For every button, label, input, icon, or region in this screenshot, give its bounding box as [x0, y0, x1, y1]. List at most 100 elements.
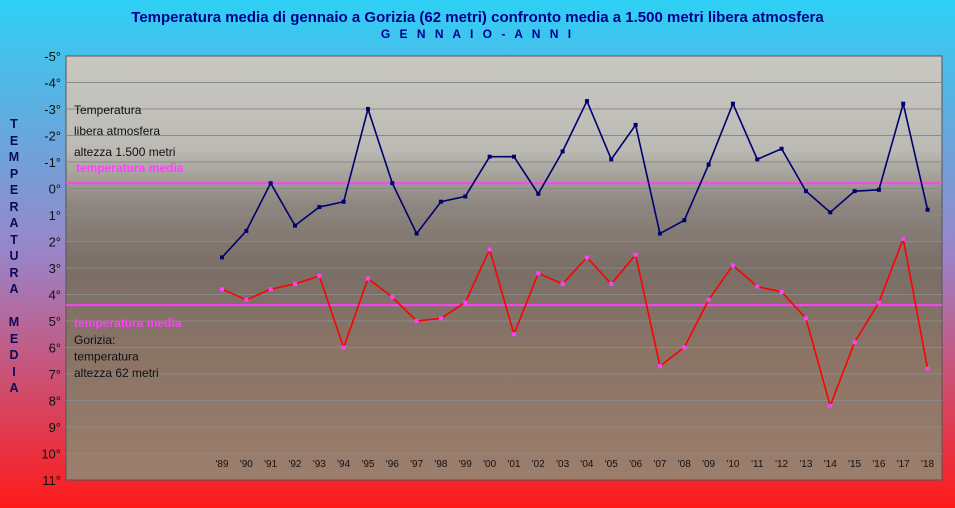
y-tick-label: -3° [44, 102, 61, 117]
data-point-lower [268, 287, 273, 292]
x-tick-label: '18 [921, 459, 934, 470]
data-point-upper [901, 101, 906, 106]
data-point-upper [463, 194, 468, 199]
data-point-upper [414, 231, 419, 236]
x-tick-label: '10 [726, 459, 739, 470]
data-point-upper [682, 218, 687, 223]
data-point-upper [220, 255, 224, 260]
y-tick-label: 4° [49, 288, 61, 303]
x-tick-label: '05 [605, 459, 618, 470]
y-tick-labels: -5° -4° -3° -2° -1° 0° 1° 2° 3° 4° 5° 6° 7° 8° 9° 10° 11… [41, 49, 61, 488]
x-tick-label: '92 [288, 459, 301, 470]
y-tick-label: 2° [49, 235, 61, 250]
upper-mean-label: temperatura media [76, 161, 184, 175]
y-axis-label-letter: E [9, 133, 19, 148]
y-tick-label: 0° [49, 182, 61, 197]
y-tick-label: 10° [41, 447, 61, 462]
upper-series-label: Temperatura [74, 103, 142, 117]
y-tick-label: 11° [42, 473, 61, 488]
y-axis-label-letter: M [8, 150, 20, 164]
x-tick-label: '99 [459, 459, 472, 470]
x-tick-label: '13 [799, 459, 812, 470]
series-line-lower [221, 235, 929, 409]
y-axis-label-letter [4, 298, 24, 315]
y-axis-label-letter: E [9, 331, 19, 346]
x-tick-labels: '89 '90 '91 '92 '93 '94 '95 '96 '97 '98 '99 '00 '01 '… [215, 459, 934, 470]
x-tick-label: '02 [532, 459, 545, 470]
lower-series-label: Gorizia: [74, 333, 115, 347]
data-point-lower [584, 255, 589, 260]
x-tick-label: '17 [897, 459, 910, 470]
lower-series-label: altezza 62 metri [74, 366, 159, 380]
data-point-lower [414, 319, 419, 323]
y-axis-label-letter: T [10, 232, 18, 247]
data-point-lower [755, 284, 760, 289]
data-point-upper [633, 122, 638, 127]
x-tick-label: '14 [824, 459, 837, 470]
y-tick-label: 8° [49, 394, 61, 409]
data-point-lower [220, 287, 224, 292]
data-point-upper [268, 181, 273, 186]
data-point-lower [511, 332, 516, 337]
data-point-lower [633, 252, 638, 257]
data-point-lower [657, 364, 662, 369]
data-point-lower [341, 345, 346, 350]
data-point-lower [925, 366, 930, 371]
y-axis-label-letter: R [9, 265, 19, 280]
data-point-upper [244, 228, 249, 233]
data-point-upper [779, 146, 784, 151]
y-axis-label-letter: E [9, 183, 19, 197]
data-point-upper [365, 107, 370, 111]
data-point-upper [487, 154, 492, 159]
y-axis-label-letter: I [12, 364, 16, 379]
x-tick-label: '15 [848, 459, 861, 470]
data-point-lower [682, 345, 687, 350]
y-tick-label: 6° [49, 341, 61, 356]
x-tick-label: '07 [653, 459, 666, 470]
grid-layer [66, 82, 942, 454]
x-tick-label: '93 [313, 459, 326, 470]
x-tick-label: '97 [410, 459, 423, 470]
x-tick-label: '01 [507, 459, 520, 470]
data-point-upper [292, 223, 297, 228]
data-point-lower [365, 276, 370, 281]
y-axis-label-letter: A [9, 381, 19, 395]
chart-title: Temperatura media di gennaio a Gorizia (… [131, 9, 824, 26]
mean-lines [66, 182, 942, 307]
y-tick-label: -5° [44, 49, 61, 64]
x-tick-label: '96 [386, 459, 399, 470]
y-tick-label: 5° [49, 314, 61, 329]
lower-mean-label: temperatura media [74, 316, 182, 330]
data-point-upper [341, 199, 346, 204]
y-tick-label: 9° [49, 420, 61, 435]
data-point-upper [706, 162, 711, 167]
data-point-upper [609, 157, 614, 162]
y-tick-label: 3° [49, 261, 61, 276]
data-point-upper [755, 157, 760, 162]
data-point-upper [925, 207, 930, 212]
data-point-upper [730, 101, 735, 106]
data-point-upper [852, 189, 857, 194]
upper-series-label: altezza 1.500 metri [74, 145, 175, 159]
data-point-lower [560, 281, 565, 286]
y-axis-label-letter: T [10, 117, 18, 131]
data-point-lower [438, 316, 443, 321]
x-tick-label: '94 [337, 459, 350, 470]
x-tick-label: '06 [629, 459, 642, 470]
x-tick-label: '16 [872, 459, 885, 470]
x-tick-label: '95 [361, 459, 374, 470]
data-point-upper [657, 231, 662, 236]
data-point-lower [536, 271, 541, 276]
series-line-upper [221, 99, 929, 258]
x-tick-label: '98 [434, 459, 447, 470]
y-axis-label-letter: D [9, 348, 19, 362]
x-tick-label: '91 [264, 459, 277, 470]
series-layer [220, 99, 930, 409]
data-point-upper [438, 199, 443, 204]
data-point-lower [390, 295, 395, 300]
data-point-upper [828, 210, 833, 215]
annotations: Temperatura libera atmosfera altezza 1.500… [74, 103, 184, 380]
data-point-lower [828, 403, 833, 408]
y-tick-label: 1° [49, 208, 61, 223]
